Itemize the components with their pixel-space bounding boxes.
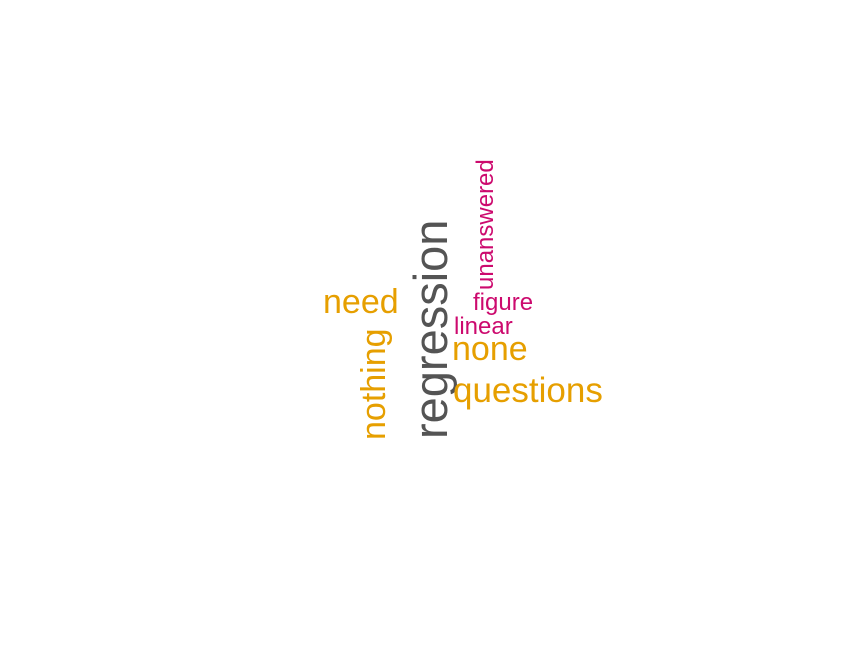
word-linear: linear [454,313,513,340]
word-questions: questions [453,371,603,410]
word-unanswered: unanswered [472,159,499,290]
word-regression: regression [404,219,457,439]
word-none: none [452,330,528,368]
word-need: need [323,283,399,321]
word-nothing: nothing [355,328,393,440]
word-figure: figure [473,289,534,316]
